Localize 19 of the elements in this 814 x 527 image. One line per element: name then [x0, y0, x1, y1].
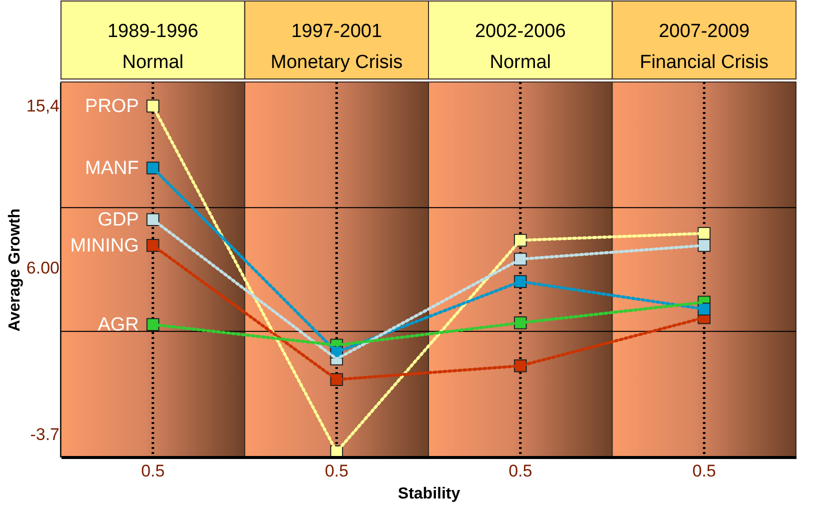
x-tick-label: 0.5: [692, 462, 716, 480]
text: 2002-2006 Normal: [474, 21, 566, 73]
series-label: GDP: [98, 210, 139, 231]
point: [146, 318, 160, 331]
series-label: MANF: [85, 158, 139, 180]
text: 1989-1996 Normal: [107, 21, 198, 73]
series-label: AGR: [98, 314, 139, 336]
x-tick-label: 0.5: [508, 462, 532, 480]
x-tick-label: 0.5: [141, 462, 165, 480]
x-axis-title: Stability: [398, 486, 460, 502]
y-axis-title: Average Growth: [6, 208, 24, 332]
x-tick-label: 0.5: [324, 462, 348, 480]
y-tick-label: 15,4: [26, 96, 60, 116]
text: 1997-2001 Monetary Crisis: [270, 21, 403, 73]
y-tick-label: 6.00: [26, 258, 60, 278]
text: 2007-2009 Financial Crisis: [640, 21, 769, 73]
series-label: PROP: [85, 96, 139, 118]
y-tick-label: -3.7: [30, 425, 60, 444]
series-label: MINING: [70, 235, 139, 256]
